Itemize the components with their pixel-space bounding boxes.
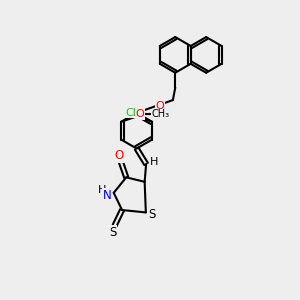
Text: S: S bbox=[110, 226, 117, 238]
Text: O: O bbox=[136, 109, 145, 119]
Text: O: O bbox=[115, 149, 124, 162]
Text: S: S bbox=[149, 208, 156, 221]
Text: Cl: Cl bbox=[126, 108, 137, 118]
Text: CH₃: CH₃ bbox=[152, 109, 170, 119]
Text: N: N bbox=[103, 189, 112, 202]
Text: H: H bbox=[98, 185, 106, 195]
Text: H: H bbox=[150, 158, 159, 167]
Text: O: O bbox=[156, 101, 164, 112]
